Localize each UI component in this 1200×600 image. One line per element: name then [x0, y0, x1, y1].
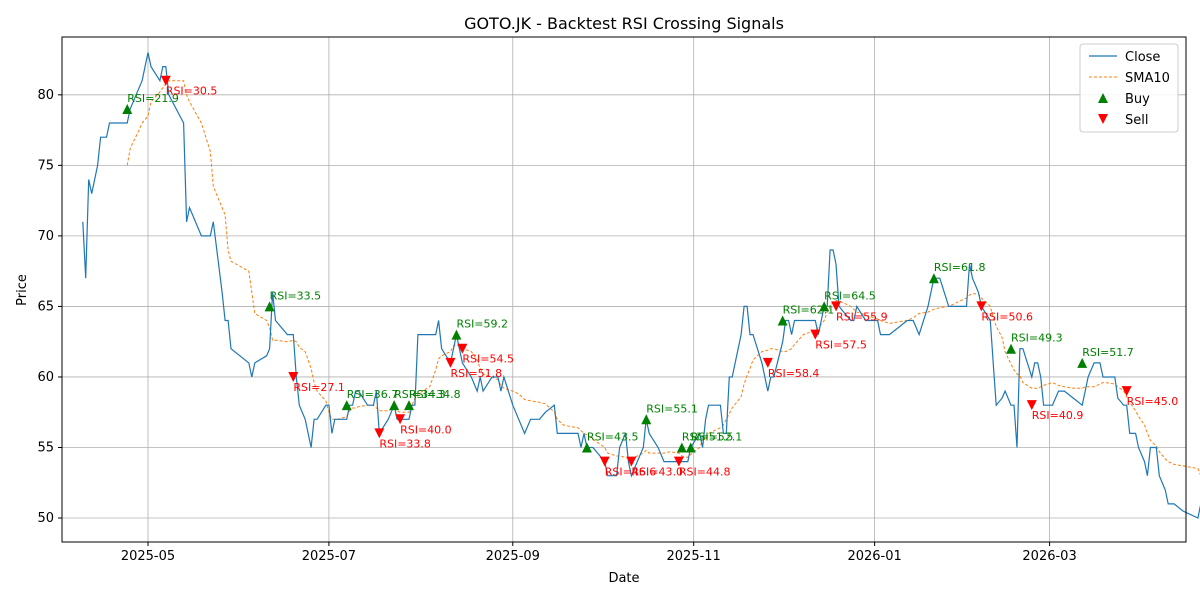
buy-marker — [403, 400, 414, 411]
sell-marker — [374, 428, 385, 439]
buy-marker — [122, 103, 133, 114]
x-axis-label: Date — [608, 571, 639, 586]
sell-rsi-label: RSI=50.6 — [981, 310, 1033, 323]
sell-marker — [626, 456, 637, 467]
sell-rsi-label: RSI=33.8 — [379, 437, 431, 450]
sell-rsi-label: RSI=46.6 — [605, 466, 657, 479]
buy-rsi-label: RSI=34.3 — [394, 388, 446, 401]
grid-layer — [62, 37, 1186, 542]
sell-marker — [457, 343, 468, 354]
sell-marker — [810, 329, 821, 340]
sell-rsi-label: RSI=40.0 — [400, 423, 452, 436]
legend: Close SMA10 Buy Sell — [1079, 43, 1179, 133]
buy-rsi-label: RSI=43.5 — [587, 430, 639, 443]
buy-rsi-label: RSI=55.1 — [646, 402, 698, 415]
sell-rsi-label: RSI=43.0 — [631, 466, 683, 479]
buy-marker — [641, 414, 652, 425]
sell-marker — [831, 301, 842, 312]
buy-rsi-label: RSI=21.9 — [127, 92, 179, 105]
sell-marker — [395, 414, 406, 425]
legend-box — [1079, 43, 1179, 133]
tick-layer: 2025-05 2025-07 2025-09 2025-11 2026-01 2026-… — [37, 88, 1076, 564]
x-tick-label: 2025-09 — [486, 549, 540, 564]
sell-marker — [673, 456, 684, 467]
x-tick-label: 2025-11 — [667, 549, 721, 564]
y-tick-label: 65 — [37, 299, 54, 314]
buy-marker — [341, 400, 352, 411]
x-tick-label: 2026-01 — [847, 549, 901, 564]
buy-rsi-label: RSI=59.2 — [456, 318, 508, 331]
buy-marker — [1006, 343, 1017, 354]
sell-marker — [288, 371, 299, 382]
sell-rsi-label: RSI=40.9 — [1032, 409, 1084, 422]
sell-marker — [1026, 400, 1037, 411]
buy-marker — [777, 315, 788, 326]
buy-rsi-label: RSI=52.1 — [691, 430, 743, 443]
buy-marker — [264, 301, 275, 312]
signal-marker-layer: RSI=21.9 RSI=33.5 RSI=36.7RSI=34.3RSI=34.8… — [122, 75, 1179, 479]
legend-buy-label: Buy — [1125, 92, 1150, 107]
legend-sma-label: SMA10 — [1125, 71, 1170, 86]
x-tick-label: 2026-03 — [1022, 549, 1076, 564]
sell-rsi-label: RSI=30.5 — [166, 85, 218, 98]
sma10-line — [126, 80, 1200, 476]
sell-rsi-label: RSI=51.8 — [451, 367, 503, 380]
y-axis-label: Price — [15, 274, 30, 306]
legend-sell-label: Sell — [1125, 113, 1148, 128]
sell-rsi-label: RSI=55.9 — [836, 310, 888, 323]
buy-rsi-label: RSI=64.5 — [824, 289, 876, 302]
buy-rsi-label: RSI=36.7 — [347, 388, 399, 401]
y-tick-label: 55 — [37, 440, 54, 455]
buy-rsi-label: RSI=51.7 — [1082, 346, 1134, 359]
y-tick-label: 60 — [37, 370, 54, 385]
buy-marker — [1077, 357, 1088, 368]
y-tick-label: 50 — [37, 511, 54, 526]
sell-rsi-label: RSI=44.8 — [679, 466, 731, 479]
sell-marker — [160, 75, 171, 86]
buy-rsi-label: RSI=34.8 — [409, 388, 461, 401]
x-tick-label: 2025-05 — [121, 549, 175, 564]
sell-rsi-label: RSI=58.4 — [768, 367, 820, 380]
buy-marker — [819, 301, 830, 312]
y-tick-label: 80 — [37, 88, 54, 103]
buy-rsi-label: RSI=49.3 — [1011, 332, 1063, 345]
y-tick-label: 75 — [37, 158, 54, 173]
legend-buy-marker — [1098, 93, 1108, 103]
buy-marker — [676, 442, 687, 453]
sell-marker — [599, 456, 610, 467]
series-layer — [82, 52, 1200, 519]
legend-close-label: Close — [1125, 50, 1160, 65]
sell-marker — [976, 301, 987, 312]
buy-marker — [389, 400, 400, 411]
plot-frame — [61, 36, 1187, 543]
sell-marker — [445, 357, 456, 368]
buy-rsi-label: RSI=33.5 — [270, 289, 322, 302]
sell-rsi-label: RSI=27.1 — [293, 381, 345, 394]
buy-marker — [451, 329, 462, 340]
close-price-line — [82, 52, 1200, 519]
sell-rsi-label: RSI=57.5 — [815, 339, 867, 352]
x-tick-label: 2025-07 — [302, 549, 356, 564]
buy-rsi-label: RSI=62.1 — [783, 304, 835, 317]
buy-marker — [928, 273, 939, 284]
buy-rsi-label: RSI=51.5 — [682, 430, 734, 443]
legend-sell-marker — [1098, 114, 1108, 124]
buy-marker — [685, 442, 696, 453]
chart-title: GOTO.JK - Backtest RSI Crossing Signals — [464, 14, 784, 33]
sell-marker — [1121, 386, 1132, 397]
y-tick-label: 70 — [37, 229, 54, 244]
buy-rsi-label: RSI=61.8 — [934, 261, 986, 274]
sell-rsi-label: RSI=54.5 — [462, 353, 514, 366]
sell-marker — [762, 357, 773, 368]
sell-rsi-label: RSI=45.0 — [1127, 395, 1179, 408]
buy-marker — [581, 442, 592, 453]
